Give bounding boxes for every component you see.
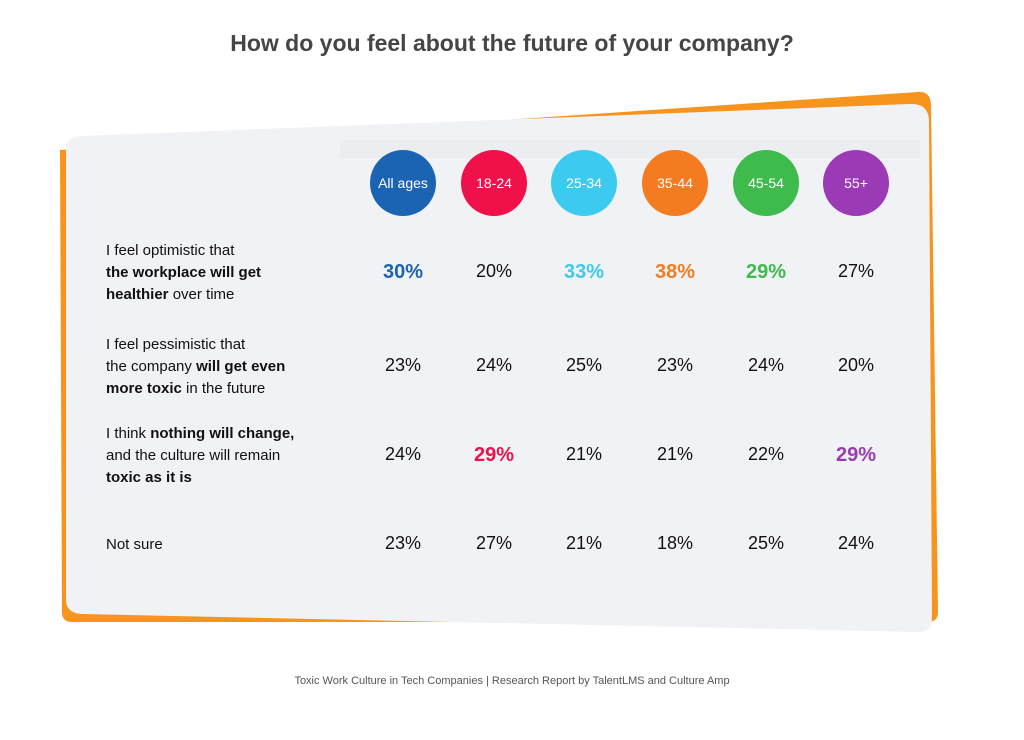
label-line: I feel pessimistic that	[106, 334, 346, 356]
label-line: Not sure	[106, 534, 346, 556]
label-segment: and the culture will remain	[106, 447, 281, 464]
label-segment: the workplace will get	[106, 264, 262, 281]
column-header: 45-54	[733, 150, 799, 216]
cell: 29%	[745, 261, 787, 283]
row-label: I feel optimistic that the workplace will…	[106, 240, 346, 306]
cell: 33%	[563, 261, 605, 283]
label-line: I feel optimistic that	[106, 240, 346, 262]
cell: 22%	[747, 444, 785, 464]
cell: 23%	[384, 355, 422, 375]
title: How do you feel about the future of your…	[230, 30, 794, 56]
label-line: and the culture will remain	[106, 445, 346, 467]
label-segment: I feel optimistic that	[106, 242, 235, 259]
column-header: 18-24	[461, 150, 527, 216]
cell: 24%	[475, 355, 513, 375]
header-band	[340, 140, 920, 158]
cell: 21%	[565, 444, 603, 464]
column-header: 55+	[823, 150, 889, 216]
cell: 38%	[654, 261, 696, 283]
label-segment: toxic as it is	[106, 469, 192, 486]
label-segment: I think	[106, 425, 151, 442]
label-segment: nothing will change,	[150, 425, 295, 442]
cell: 23%	[656, 355, 694, 375]
column-header: 35-44	[642, 150, 708, 216]
label-segment: Not sure	[106, 536, 163, 553]
row-label: I think nothing will change, and the cult…	[106, 423, 346, 489]
cell: 21%	[565, 533, 603, 553]
label-line: the company will get even	[106, 356, 346, 378]
label-line: I think nothing will change,	[106, 423, 346, 445]
column-header: 25-34	[551, 150, 617, 216]
label-segment: healthier	[106, 286, 169, 303]
cell: 29%	[835, 444, 877, 466]
cell: 25%	[565, 355, 603, 375]
card	[66, 103, 932, 632]
cell: 25%	[747, 533, 785, 553]
cell: 20%	[837, 355, 875, 375]
column-header: All ages	[370, 150, 436, 216]
label-segment: more toxic	[106, 380, 182, 397]
cell: 24%	[837, 533, 875, 553]
cell: 24%	[747, 355, 785, 375]
label-segment: over time	[168, 286, 235, 303]
cell: 24%	[384, 444, 422, 464]
cell: 23%	[384, 533, 422, 553]
cell: 27%	[475, 533, 513, 553]
cell: 27%	[837, 261, 875, 281]
cell: 21%	[656, 444, 694, 464]
cell: 18%	[656, 533, 694, 553]
label-line: the workplace will get	[106, 262, 346, 284]
label-segment: I feel pessimistic that	[106, 336, 246, 353]
cell: 29%	[473, 444, 515, 466]
label-line: more toxic in the future	[106, 378, 346, 400]
row-label: I feel pessimistic that the company will …	[106, 334, 346, 400]
label-segment: will get even	[196, 358, 286, 375]
label-line: healthier over time	[106, 284, 346, 306]
row-label: Not sure	[106, 534, 346, 556]
label-segment: in the future	[181, 380, 266, 397]
cell: 20%	[475, 261, 513, 281]
cell: 30%	[382, 261, 424, 283]
label-segment: the company	[106, 358, 197, 375]
footer: Toxic Work Culture in Tech Companies | R…	[294, 675, 730, 687]
label-line: toxic as it is	[106, 467, 346, 489]
